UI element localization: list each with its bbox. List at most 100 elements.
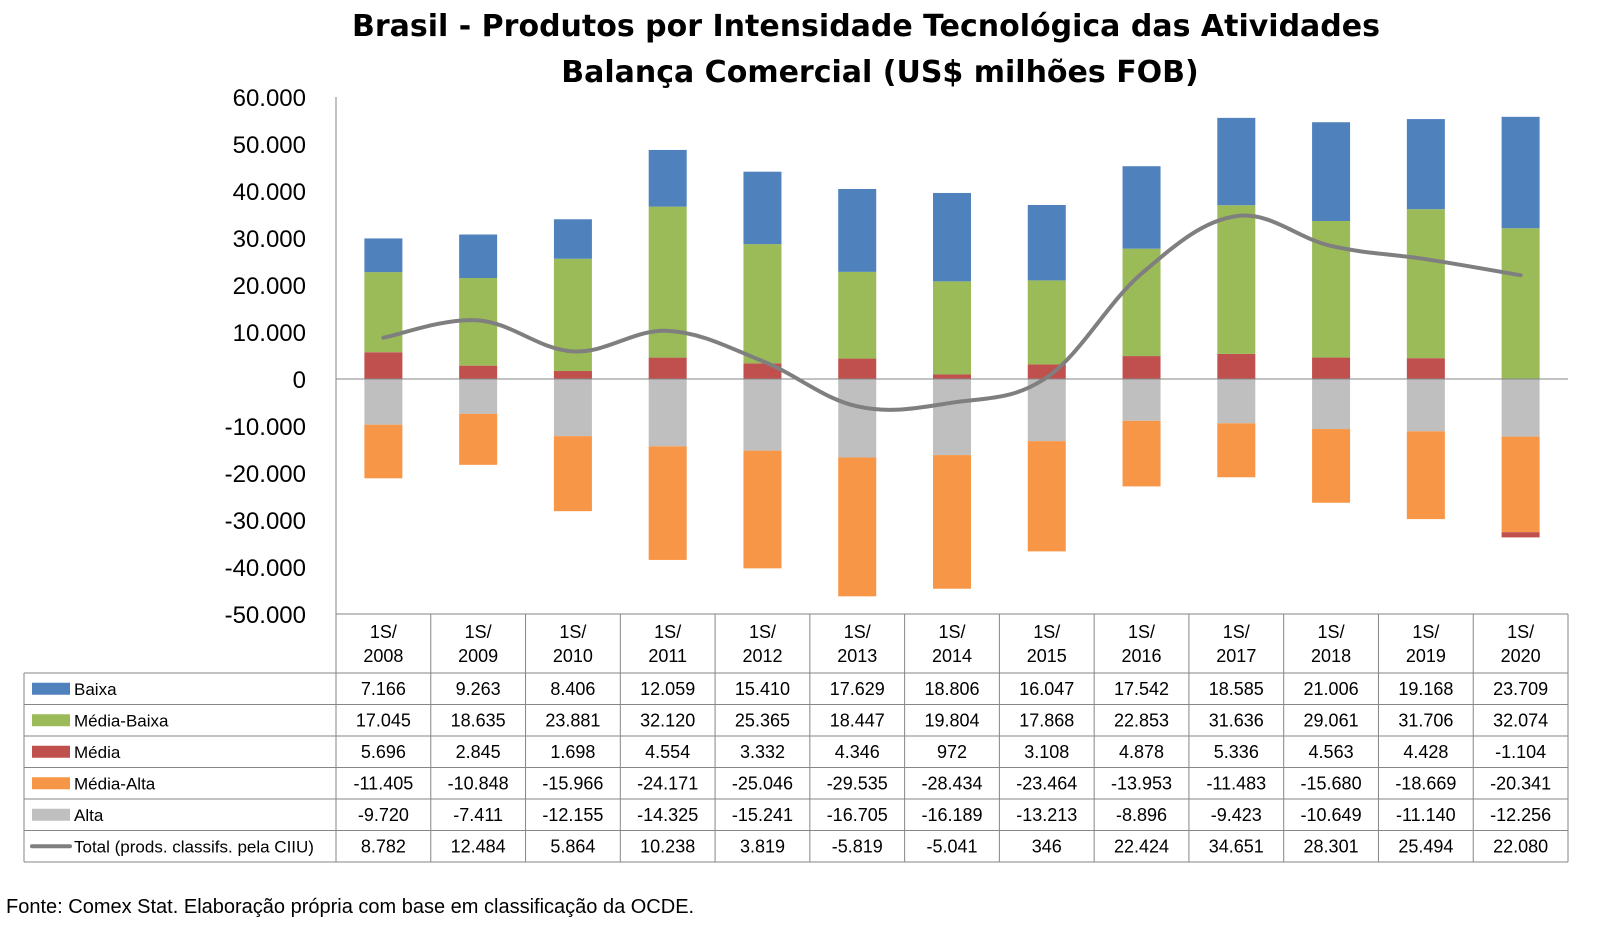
data-cell: 17.045 — [356, 710, 411, 730]
bar-m-dia-alta — [648, 446, 687, 560]
chart-title: Brasil - Produtos por Intensidade Tecnol… — [352, 9, 1380, 90]
data-cell: 7.166 — [361, 679, 406, 699]
data-cell: 972 — [937, 742, 967, 762]
data-cell: 23.709 — [1493, 679, 1548, 699]
category-label: 1S/ — [1033, 622, 1060, 642]
bar-m-dia — [553, 371, 592, 379]
category-label: 2020 — [1501, 646, 1541, 666]
total-line-path — [381, 213, 1523, 412]
category-label: 1S/ — [1412, 622, 1439, 642]
bar-m-dia-alta — [1027, 441, 1066, 552]
legend-label: Média — [74, 743, 121, 762]
data-cell: 5.864 — [550, 836, 595, 856]
bar-baixa — [364, 238, 403, 273]
bars — [336, 116, 1568, 597]
source-note: Fonte: Comex Stat. Elaboração própria co… — [6, 896, 695, 918]
data-cell: 17.542 — [1114, 679, 1169, 699]
bar-baixa — [933, 192, 971, 282]
data-cell: -28.434 — [921, 773, 982, 793]
bar-m-dia-alta — [1406, 431, 1445, 520]
chart-title-line-1: Brasil - Produtos por Intensidade Tecnol… — [352, 9, 1380, 44]
data-cell: -11.483 — [1206, 773, 1266, 793]
legend-label: Total (prods. classifs. pela CIIU) — [74, 837, 314, 856]
data-cell: -5.819 — [832, 836, 883, 856]
category-label: 1S/ — [1507, 622, 1534, 642]
bar-m-dia — [1217, 353, 1256, 379]
bar-baixa — [648, 149, 687, 207]
data-cell: -29.535 — [827, 773, 888, 793]
data-cell: -14.325 — [637, 805, 698, 825]
y-axis: 60.000 50.000 40.000 30.000 20.000 10.000 0 -10… — [225, 85, 337, 629]
legend-label: Baixa — [74, 680, 117, 699]
category-label: 2015 — [1027, 646, 1067, 666]
category-label: 2009 — [458, 646, 498, 666]
data-cell: 29.061 — [1304, 710, 1359, 730]
bar-baixa — [1501, 116, 1540, 229]
data-cell: 21.006 — [1304, 679, 1359, 699]
legend-key-alta — [32, 808, 70, 821]
data-cell: -20.341 — [1490, 773, 1551, 793]
legend-key-m-dia — [32, 745, 70, 758]
legend-key-baixa — [32, 682, 70, 695]
bar-m-dia-baixa — [838, 271, 877, 359]
category-label: 2013 — [837, 646, 877, 666]
bar-m-dia-alta — [1312, 429, 1351, 503]
y-tick-label: 0 — [293, 367, 306, 394]
bar-alta — [364, 379, 403, 425]
data-cell: 31.706 — [1398, 710, 1453, 730]
bar-m-dia-baixa — [364, 272, 403, 353]
data-cell: -9.720 — [358, 805, 409, 825]
bar-baixa — [743, 171, 782, 245]
data-cell: -24.171 — [637, 773, 698, 793]
bar-baixa — [459, 234, 498, 279]
bar-m-dia — [1312, 357, 1351, 379]
data-cell: 22.853 — [1114, 710, 1169, 730]
data-cell: -23.464 — [1016, 773, 1077, 793]
bar-alta — [459, 379, 498, 414]
data-cell: 16.047 — [1019, 679, 1074, 699]
y-tick-label: 50.000 — [233, 132, 306, 159]
bar-m-dia-baixa — [743, 244, 782, 364]
bar-m-dia-alta — [933, 455, 971, 589]
legend-key-m-dia-alta — [32, 777, 70, 790]
category-label: 1S/ — [370, 622, 397, 642]
y-tick-label: -10.000 — [225, 414, 306, 441]
data-cell: -12.256 — [1490, 805, 1551, 825]
data-cell: 3.108 — [1024, 742, 1069, 762]
y-tick-label: 30.000 — [233, 226, 306, 253]
legend-label: Média-Baixa — [74, 711, 169, 730]
data-cell: -25.046 — [732, 773, 793, 793]
data-cell: 31.636 — [1209, 710, 1264, 730]
data-cell: -12.155 — [542, 805, 603, 825]
data-cell: 10.238 — [640, 836, 695, 856]
category-label: 2019 — [1406, 646, 1446, 666]
data-cell: 22.080 — [1493, 836, 1548, 856]
legend-label: Alta — [74, 806, 104, 825]
data-cell: 5.696 — [361, 742, 406, 762]
data-cell: 1.698 — [550, 742, 595, 762]
data-cell: -16.189 — [921, 805, 982, 825]
data-cell: 18.635 — [451, 710, 506, 730]
bar-alta — [1217, 379, 1256, 424]
bar-alta — [1122, 379, 1161, 421]
data-cell: 8.782 — [361, 836, 406, 856]
category-label: 1S/ — [654, 622, 681, 642]
data-cell: 32.074 — [1493, 710, 1548, 730]
data-cell: 8.406 — [550, 679, 595, 699]
bar-alta — [1406, 379, 1445, 432]
bar-baixa — [553, 219, 592, 259]
bar-alta — [1027, 379, 1066, 442]
bar-m-dia-baixa — [933, 281, 971, 375]
data-cell: 19.168 — [1398, 679, 1453, 699]
bar-m-dia-baixa — [1406, 209, 1445, 359]
bar-m-dia-baixa — [1501, 228, 1540, 379]
data-cell: -1.104 — [1495, 742, 1546, 762]
data-cell: 12.484 — [451, 836, 506, 856]
data-cell: 12.059 — [640, 679, 695, 699]
data-cell: -15.241 — [732, 805, 793, 825]
data-cell: 19.804 — [924, 710, 979, 730]
bar-m-dia-alta — [553, 436, 592, 512]
data-cell: 4.563 — [1309, 742, 1354, 762]
bar-baixa — [1312, 122, 1351, 221]
data-cell: -15.966 — [542, 773, 603, 793]
